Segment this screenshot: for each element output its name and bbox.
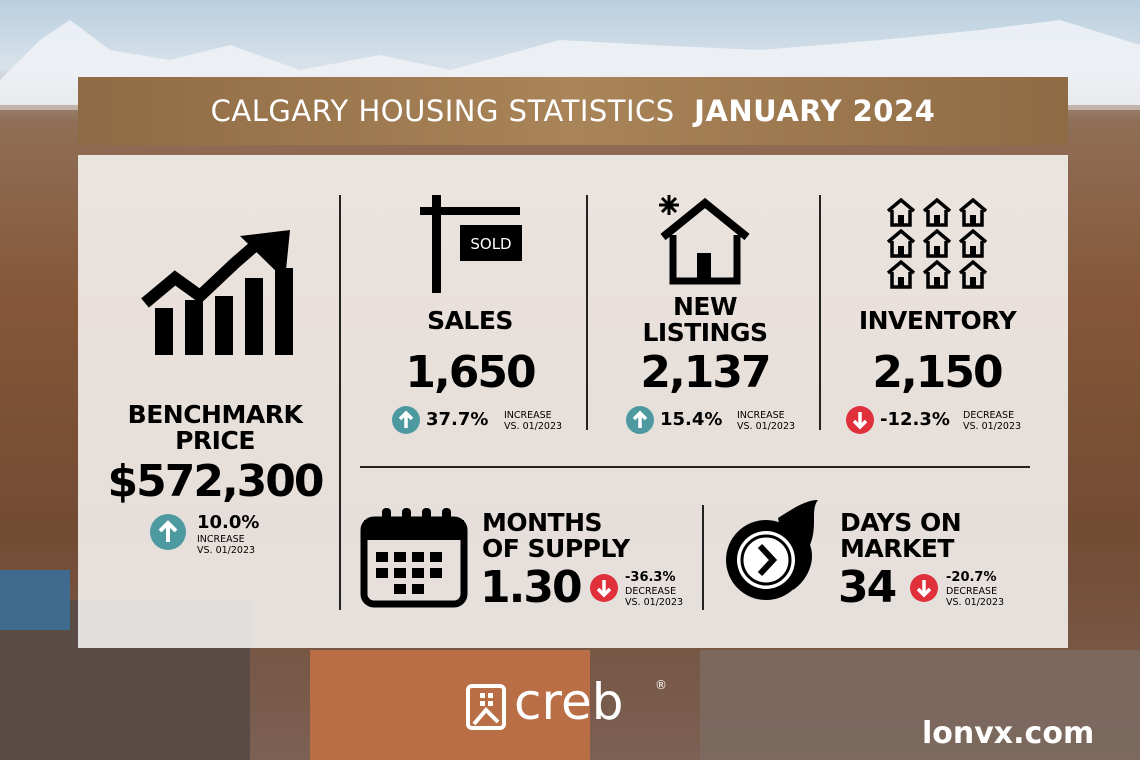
stat-value: 1,650 <box>405 347 536 398</box>
stat-change: -20.7% <box>946 570 997 585</box>
comparison: VS. 01/2023 <box>625 597 684 608</box>
creb-logo-icon <box>466 684 506 730</box>
stat-change: 10.0% <box>197 512 260 533</box>
label-line: OF SUPPLY <box>482 534 630 563</box>
watermark: lonvx.com <box>922 716 1095 751</box>
growth-chart-icon <box>141 230 293 355</box>
label-line: LISTINGS <box>642 318 768 347</box>
down-arrow-icon <box>910 574 938 602</box>
direction: INCREASE <box>737 410 785 421</box>
stat-change: 15.4% <box>660 409 723 430</box>
sold-sign-icon <box>420 195 522 293</box>
stat-value: 34 <box>838 562 897 613</box>
house-icon <box>659 195 750 285</box>
brand: creb <box>514 673 624 731</box>
down-arrow-icon <box>846 406 874 434</box>
down-arrow-icon <box>590 574 618 602</box>
sold-text: SOLD <box>470 235 512 253</box>
stat-label: SALES <box>427 306 513 335</box>
stat-change: -12.3% <box>880 409 950 430</box>
change-note: DECREASE VS. 01/2023 <box>946 586 1004 608</box>
change-note: INCREASE VS. 01/2023 <box>197 534 255 556</box>
registered-mark: ® <box>655 678 667 692</box>
change-note: DECREASE VS. 01/2023 <box>963 410 1021 432</box>
direction: DECREASE <box>963 410 1015 421</box>
title-banner: CALGARY HOUSING STATISTICS JANUARY 2024 <box>78 77 1068 145</box>
direction: INCREASE <box>504 410 552 421</box>
comparison: VS. 01/2023 <box>963 421 1022 432</box>
comparison: VS. 01/2023 <box>946 597 1005 608</box>
change-note: INCREASE VS. 01/2023 <box>737 410 795 432</box>
stat-label: MONTHS OF SUPPLY <box>482 510 630 562</box>
direction: DECREASE <box>625 586 677 597</box>
stat-value: 2,137 <box>640 347 771 398</box>
label-line: BENCHMARK <box>127 400 303 429</box>
stat-value: 2,150 <box>872 347 1003 398</box>
label-line: MONTHS <box>482 508 603 537</box>
comparison: VS. 01/2023 <box>197 545 256 556</box>
label-line: MARKET <box>840 534 954 563</box>
title: CALGARY HOUSING STATISTICS <box>210 94 675 128</box>
up-arrow-icon <box>392 406 420 434</box>
timer-icon <box>726 500 818 600</box>
up-arrow-icon <box>150 514 186 550</box>
stat-value: $572,300 <box>107 456 324 507</box>
stat-label: NEW LISTINGS <box>610 294 800 346</box>
divider <box>339 195 341 610</box>
direction: INCREASE <box>197 534 245 545</box>
stat-value: 1.30 <box>480 562 583 613</box>
up-arrow-icon <box>626 406 654 434</box>
stat-label: BENCHMARK PRICE <box>95 402 335 454</box>
change-note: DECREASE VS. 01/2023 <box>625 586 683 608</box>
label-line: PRICE <box>175 426 255 455</box>
divider <box>819 195 821 430</box>
stat-label: DAYS ON MARKET <box>840 508 962 563</box>
divider <box>702 505 704 610</box>
calendar-icon <box>360 508 468 608</box>
houses-icon <box>886 198 988 289</box>
change-note: INCREASE VS. 01/2023 <box>504 410 562 432</box>
divider <box>586 195 588 430</box>
label-line: DAYS ON <box>840 508 962 537</box>
stat-label: INVENTORY <box>858 306 1017 335</box>
stat-change: -36.3% <box>625 570 676 585</box>
stat-change: 37.7% <box>426 409 489 430</box>
direction: DECREASE <box>946 586 998 597</box>
period: JANUARY 2024 <box>694 94 936 128</box>
divider <box>360 466 1030 468</box>
label-line: NEW <box>672 292 738 321</box>
comparison: VS. 01/2023 <box>504 421 563 432</box>
comparison: VS. 01/2023 <box>737 421 796 432</box>
